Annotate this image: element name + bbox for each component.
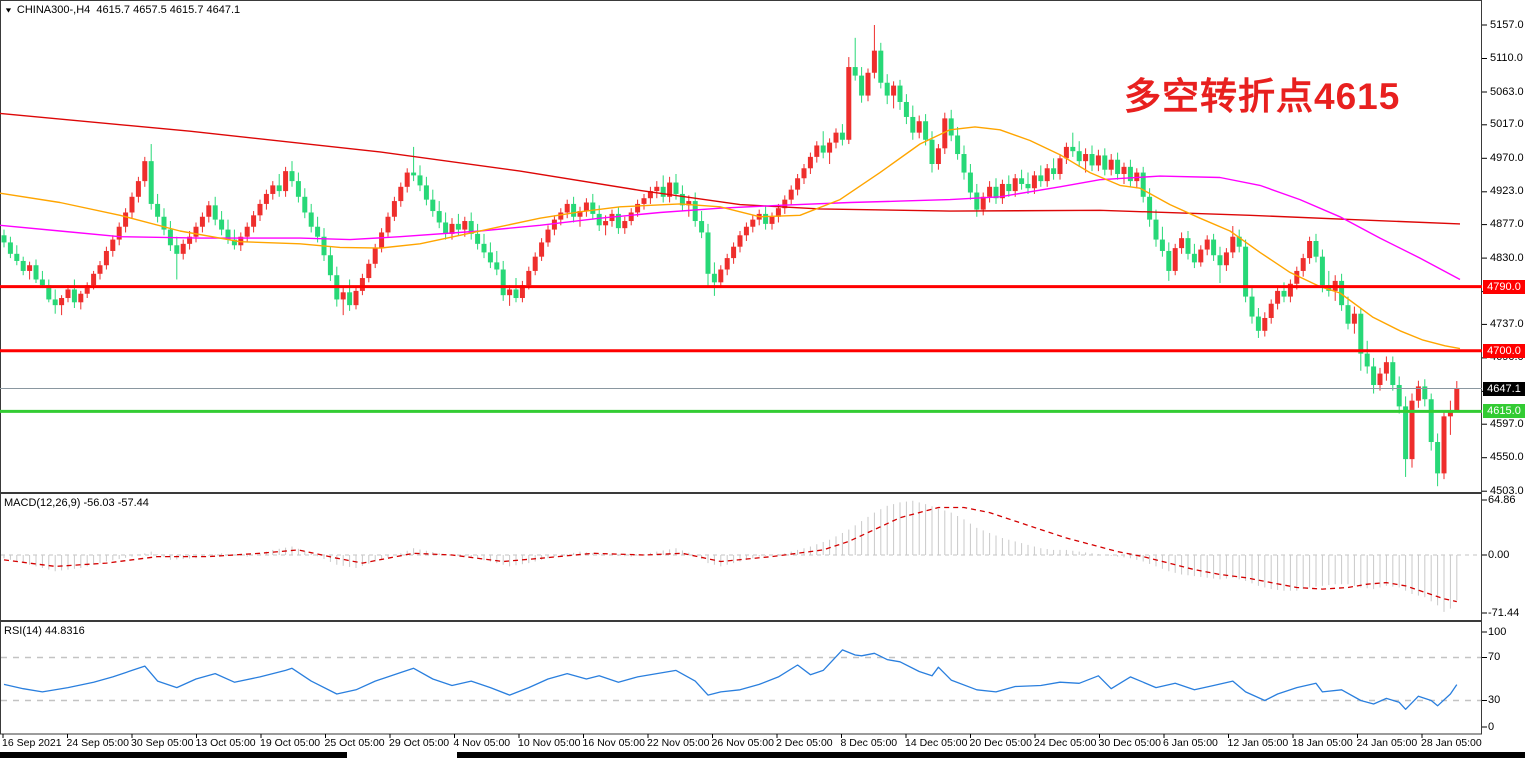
date-tick-label: 14 Dec 05:00: [905, 737, 968, 749]
date-tick-label: 10 Nov 05:00: [518, 737, 581, 749]
rsi-tick-label: 30: [1488, 694, 1501, 706]
date-tick-label: 30 Sep 05:00: [131, 737, 194, 749]
date-tick-label: 8 Dec 05:00: [840, 737, 898, 749]
price-tick-label: 5110.0: [1490, 52, 1523, 64]
rsi-indicator-label: RSI(14) 44.8316: [4, 625, 85, 637]
price-level-badge: 4700.0: [1483, 343, 1525, 358]
price-tick-label: 5017.0: [1490, 118, 1524, 131]
price-level-badge: 4790.0: [1483, 279, 1525, 294]
price-tick-label: 5157.0: [1490, 18, 1524, 31]
date-tick-label: 24 Dec 05:00: [1034, 737, 1097, 749]
date-tick-label: 29 Oct 05:00: [389, 737, 450, 749]
price-tick-label: 4550.0: [1490, 451, 1524, 464]
price-tick-label: 4923.0: [1490, 185, 1524, 198]
date-tick-label: 18 Jan 05:00: [1292, 737, 1353, 749]
scrollbar-thumb[interactable]: [347, 752, 457, 758]
rsi-tick-label: 70: [1488, 651, 1501, 663]
date-tick-label: 16 Nov 05:00: [582, 737, 645, 749]
symbol-title: ▼ CHINA300-,H4 4615.7 4657.5 4615.7 4647.…: [4, 4, 240, 16]
date-tick-label: 2 Dec 05:00: [776, 737, 833, 749]
price-tick-label: 4830.0: [1490, 251, 1524, 264]
date-tick-label: 20 Dec 05:00: [969, 737, 1032, 749]
macd-indicator-label: MACD(12,26,9) -56.03 -57.44: [4, 497, 149, 509]
chart-text-annotation: 多空转折点4615: [1124, 76, 1401, 117]
rsi-tick-label: 0: [1488, 720, 1495, 733]
price-tick-label: 4970.0: [1490, 151, 1524, 164]
macd-tick-label: -71.44: [1488, 606, 1520, 619]
date-tick-label: 24 Jan 05:00: [1356, 737, 1418, 749]
price-tick-label: 4737.0: [1490, 317, 1524, 330]
price-tick-label: 4597.0: [1490, 417, 1524, 430]
date-tick-label: 4 Nov 05:00: [453, 737, 511, 749]
ohlc-quote: 4615.7 4657.5 4615.7 4647.1: [96, 4, 241, 16]
price-tick-label: 5063.0: [1490, 85, 1524, 98]
rsi-tick-label: 100: [1488, 625, 1507, 638]
date-tick-label: 24 Sep 05:00: [66, 737, 129, 749]
date-tick-label: 19 Oct 05:00: [260, 737, 321, 749]
price-tick-label: 4503.0: [1490, 484, 1524, 497]
price-level-badge: 4647.1: [1483, 381, 1525, 396]
date-tick-label: 6 Jan 05:00: [1163, 737, 1218, 749]
date-tick-label: 26 Nov 05:00: [711, 737, 774, 749]
macd-tick-label: 0.00: [1488, 548, 1510, 561]
date-tick-label: 16 Sep 2021: [2, 737, 62, 749]
date-tick-label: 12 Jan 05:00: [1227, 737, 1289, 749]
macd-tick-label: 64.86: [1488, 493, 1516, 506]
date-tick-label: 22 Nov 05:00: [647, 737, 710, 749]
date-tick-label: 28 Jan 05:00: [1421, 737, 1482, 749]
date-tick-label: 13 Oct 05:00: [195, 737, 256, 749]
price-tick-label: 4877.0: [1490, 218, 1524, 231]
expand-triangle-icon[interactable]: ▼: [4, 6, 13, 14]
date-tick-label: 25 Oct 05:00: [324, 737, 385, 749]
date-tick-label: 30 Dec 05:00: [1098, 737, 1161, 749]
symbol-name: CHINA300-,H4: [16, 4, 91, 16]
chart-bottom-scrollbar[interactable]: [0, 752, 1525, 758]
price-level-badge: 4615.0: [1483, 404, 1525, 419]
